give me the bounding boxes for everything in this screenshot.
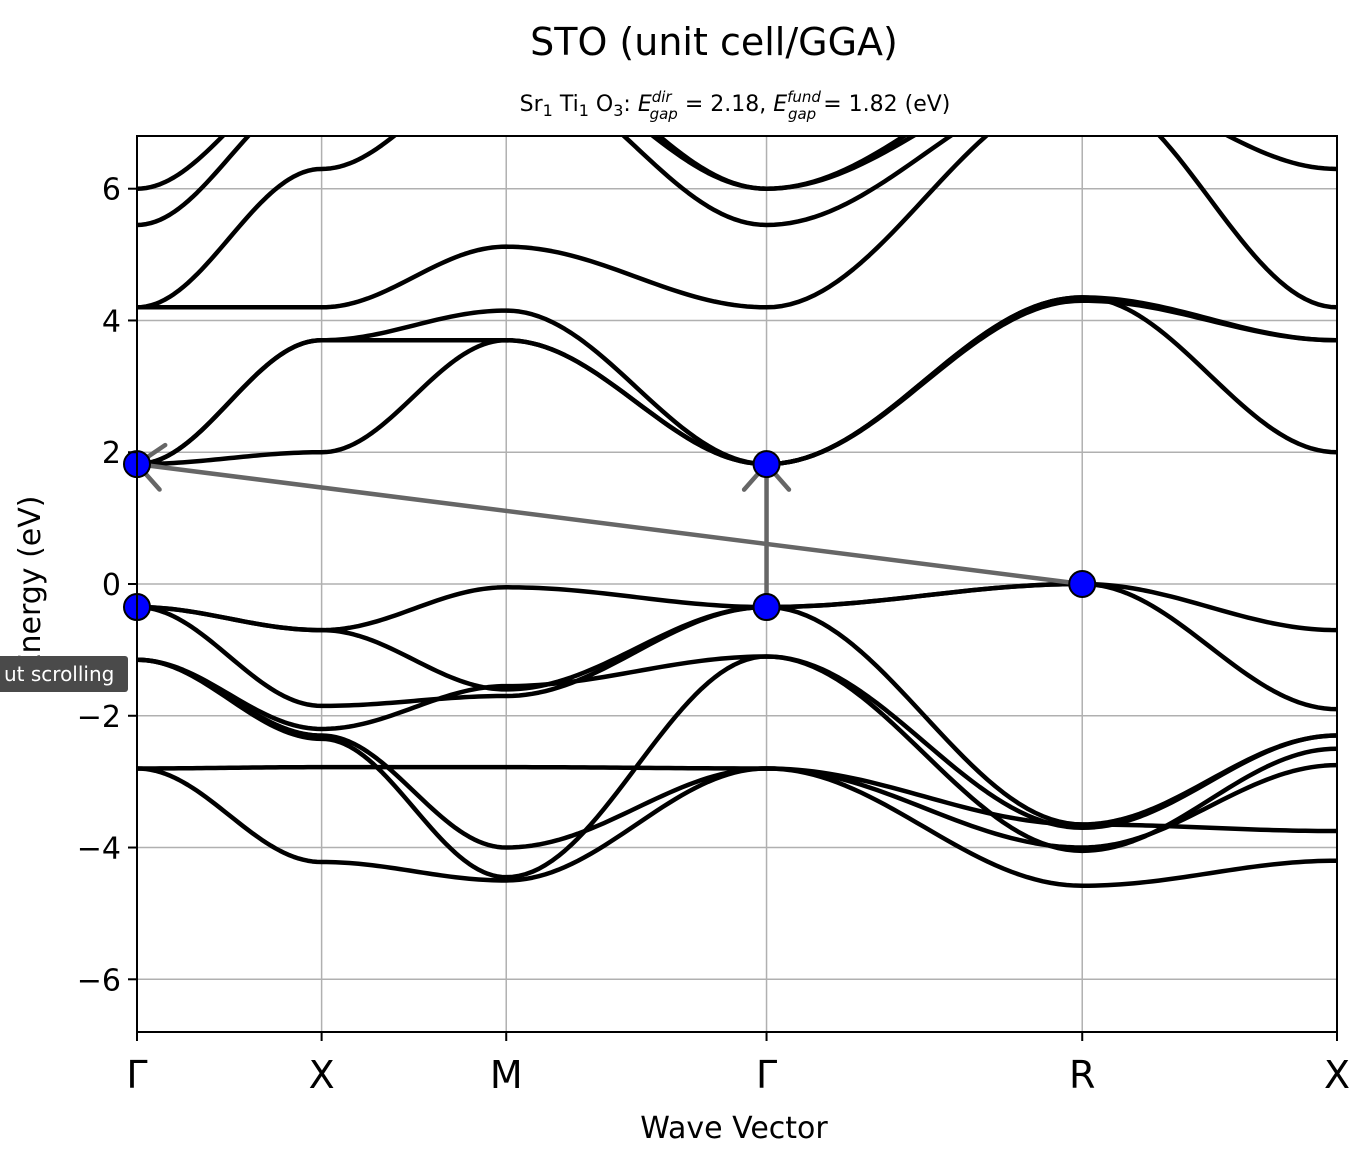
x-tick-label: R (1069, 1053, 1095, 1097)
band-line (137, 604, 1337, 827)
direct-gap-value: = 2.18, (685, 92, 766, 117)
grid (136, 136, 1338, 1032)
x-tick-label: X (1324, 1053, 1350, 1097)
band-line (137, 654, 1337, 831)
formula-sr: Sr (520, 92, 544, 117)
bands (137, 136, 1337, 888)
band-line (137, 298, 1337, 467)
y-tick-label: 0 (102, 568, 121, 603)
formula-o: O (596, 92, 613, 117)
y-tick-label: 2 (102, 436, 121, 471)
tooltip-text: ut scrolling (4, 662, 115, 686)
fundamental-gap-value: = 1.82 (eV) (823, 92, 950, 117)
x-tick-label: Γ (756, 1053, 777, 1097)
y-tick-label: 6 (102, 173, 121, 208)
direct-gap-sup: dir (652, 88, 673, 106)
y-tick-label: −6 (77, 963, 121, 998)
x-axis-label: Wave Vector (640, 1111, 828, 1146)
x-tick-label: M (490, 1053, 523, 1097)
y-tick-label: −2 (77, 700, 121, 735)
x-tick-label: X (309, 1053, 335, 1097)
fundamental-gap-sub: gap (788, 105, 816, 123)
fundamental-gap-sup: fund (787, 88, 821, 106)
band-edge-marker (752, 593, 781, 622)
gap-arrow (134, 442, 1085, 587)
band-line (137, 295, 1337, 467)
direct-gap-sub: gap (650, 105, 678, 123)
band-line (137, 136, 918, 228)
y-ticks: −6 −4 −2 0 2 4 6 (77, 173, 137, 998)
band-edge-marker (1068, 570, 1097, 598)
fundamental-gap-symbol: E (773, 92, 787, 117)
band-line (137, 581, 1337, 633)
chart-subtitle: Sr1 Ti1 O3: Edir gap = 2.18, Efund gap = 1… (520, 88, 951, 123)
y-axis-label: Energy (eV) (13, 496, 48, 673)
band-line (137, 136, 1337, 310)
formula-o-count: 3 (613, 101, 623, 120)
band-line (137, 654, 1337, 880)
y-tick-label: 4 (102, 304, 121, 339)
gap-arrows (134, 442, 1085, 610)
formula-ti: Ti (559, 92, 579, 117)
formula-sr-count: 1 (543, 101, 553, 120)
band-line (137, 136, 1337, 310)
x-tick-label: Γ (126, 1053, 147, 1097)
gap-arrow (741, 461, 792, 610)
band-edge-marker (752, 450, 781, 479)
direct-gap-symbol: E (638, 92, 652, 117)
tooltip: ut scrolling (0, 656, 129, 692)
band-line (137, 764, 1337, 834)
band-line (137, 766, 1337, 888)
chart-title: STO (unit cell/GGA) (530, 20, 898, 64)
band-line (137, 657, 1337, 850)
band-line (137, 295, 1337, 467)
formula-ti-count: 1 (579, 101, 589, 120)
y-tick-label: −4 (77, 832, 121, 867)
band-line (137, 581, 1337, 712)
